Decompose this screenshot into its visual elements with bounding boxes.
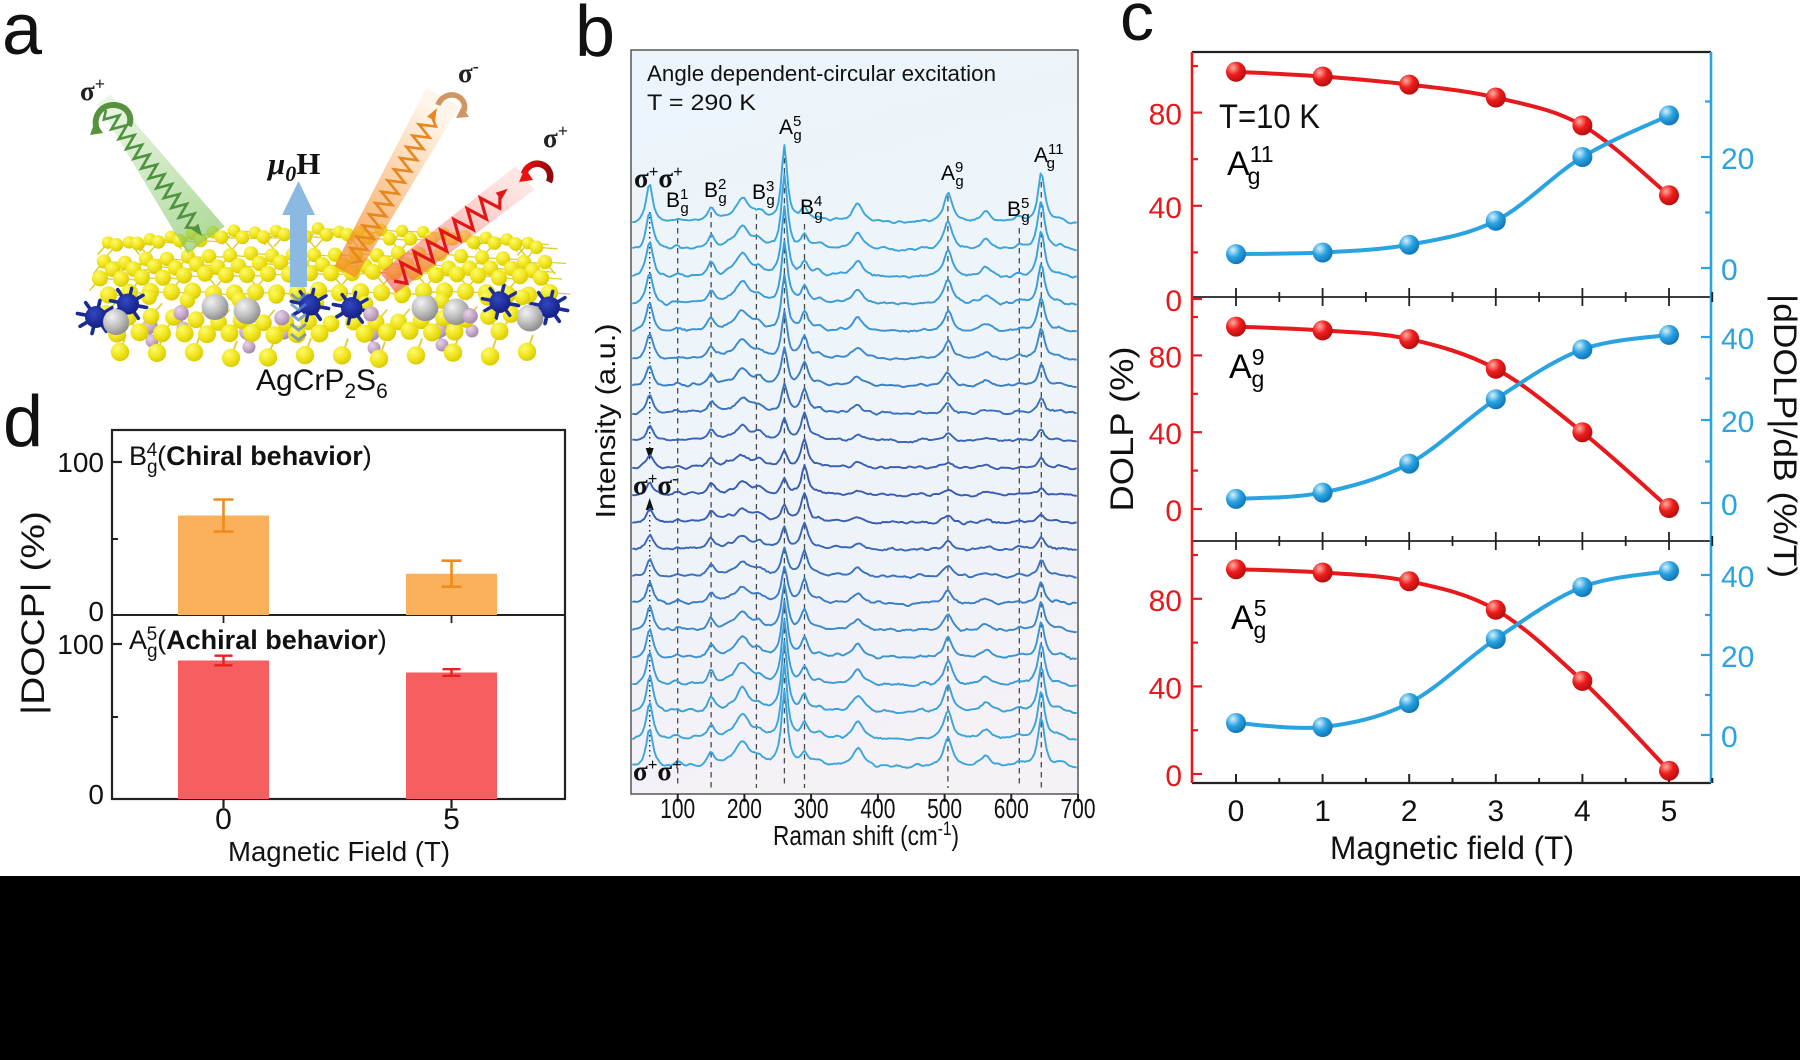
svg-text:40: 40 [1721, 323, 1754, 356]
svg-text:B3g: B3 g [752, 178, 775, 209]
svg-text:a: a [2, 0, 43, 70]
svg-text:|DOCP| (%): |DOCP| (%) [15, 511, 51, 715]
svg-text:B2g: B2 g [704, 176, 727, 207]
svg-text:700: 700 [1061, 793, 1096, 824]
svg-text:40: 40 [1149, 192, 1182, 225]
svg-text:B5g: B5 g [1007, 195, 1030, 226]
svg-text:T = 290 K: T = 290 K [647, 90, 756, 115]
svg-text:300: 300 [794, 793, 829, 824]
svg-text:Angle dependent-circular excit: Angle dependent-circular excitation [647, 61, 996, 86]
svg-text:500: 500 [927, 793, 962, 824]
svg-text:0: 0 [1165, 760, 1182, 793]
svg-text:A9g: A9 g [941, 159, 964, 190]
svg-text:0: 0 [1165, 285, 1182, 318]
svg-text:0: 0 [215, 803, 232, 836]
svg-text:100: 100 [660, 793, 695, 824]
svg-text:80: 80 [1149, 585, 1182, 618]
svg-text:40: 40 [1721, 561, 1754, 594]
svg-text:Magnetic Field (T): Magnetic Field (T) [228, 836, 450, 867]
svg-text:d: d [3, 382, 43, 462]
svg-text:4: 4 [1574, 795, 1591, 828]
svg-text:0: 0 [1165, 495, 1182, 528]
svg-text:μ0H: μ0H [266, 146, 320, 186]
svg-text:T=10 K: T=10 K [1219, 98, 1320, 136]
svg-text:20: 20 [1721, 406, 1754, 439]
svg-text:40: 40 [1149, 418, 1182, 451]
svg-text:0: 0 [1228, 795, 1245, 828]
svg-text:2: 2 [1401, 795, 1418, 828]
svg-text:σ+σ+: σ+σ+ [634, 162, 683, 193]
svg-text:5: 5 [443, 803, 460, 836]
svg-text:0: 0 [1721, 254, 1738, 287]
svg-text:80: 80 [1149, 341, 1182, 374]
svg-text:80: 80 [1149, 99, 1182, 132]
svg-text:200: 200 [727, 793, 762, 824]
svg-text:Magnetic field (T): Magnetic field (T) [1330, 830, 1574, 866]
svg-text:400: 400 [860, 793, 895, 824]
svg-text:b: b [575, 0, 615, 72]
svg-text:600: 600 [994, 793, 1029, 824]
svg-text:DOLP (%): DOLP (%) [1104, 347, 1140, 512]
svg-text:σ+σ-: σ+σ- [633, 469, 678, 500]
svg-text:Intensity (a.u.): Intensity (a.u.) [590, 324, 621, 519]
svg-text:A9g: A9 g [1229, 344, 1264, 392]
svg-text:|dDOLP|/dB (%/T): |dDOLP|/dB (%/T) [1767, 294, 1800, 578]
svg-text:B4g: B4 g [800, 193, 823, 224]
svg-text:20: 20 [1721, 641, 1754, 674]
svg-text:Raman shift (cm-1): Raman shift (cm-1) [773, 819, 959, 851]
svg-text:A5g: A5 g [1231, 595, 1266, 643]
svg-text:c: c [1120, 0, 1154, 55]
svg-text:0: 0 [88, 596, 104, 627]
svg-text:1: 1 [1314, 795, 1331, 828]
svg-text:3: 3 [1487, 795, 1504, 828]
svg-text:0: 0 [1721, 721, 1738, 754]
svg-text:100: 100 [57, 447, 104, 478]
svg-text:σ+: σ+ [543, 121, 568, 153]
svg-text:B1g: B1 g [666, 186, 689, 217]
svg-text:20: 20 [1721, 143, 1754, 176]
svg-text:σ-: σ- [458, 56, 479, 88]
svg-text:0: 0 [1721, 489, 1738, 522]
svg-text:0: 0 [88, 779, 104, 810]
svg-text:5: 5 [1661, 795, 1678, 828]
svg-text:A5g: A5 g [779, 113, 802, 144]
svg-text:AgCrP2S6: AgCrP2S6 [256, 364, 388, 403]
svg-text:40: 40 [1149, 672, 1182, 705]
svg-text:100: 100 [57, 629, 104, 660]
